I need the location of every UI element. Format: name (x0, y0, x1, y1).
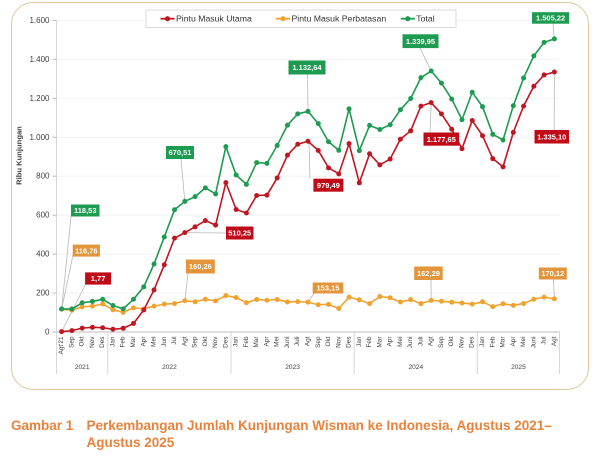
svg-text:Mei: Mei (397, 337, 404, 347)
svg-text:Juni: Juni (284, 337, 291, 349)
svg-text:Juli: Juli (294, 337, 301, 347)
svg-text:Jan: Jan (233, 336, 240, 347)
svg-text:200: 200 (36, 289, 50, 298)
svg-text:Feb: Feb (243, 336, 250, 347)
svg-text:1.132,64: 1.132,64 (292, 63, 322, 72)
svg-text:Agt: Agt (428, 336, 435, 346)
svg-text:Mar: Mar (500, 336, 507, 348)
svg-text:Agt: Agt (551, 336, 558, 346)
svg-text:Nov: Nov (89, 336, 96, 348)
svg-text:Mei: Mei (151, 337, 158, 347)
svg-text:800: 800 (36, 172, 50, 181)
svg-text:Jul: Jul (171, 337, 178, 345)
svg-text:1.505,22: 1.505,22 (536, 14, 565, 23)
svg-text:Pintu Masuk Perbatasan: Pintu Masuk Perbatasan (292, 14, 387, 24)
svg-text:Jul: Jul (541, 337, 548, 345)
svg-text:979,49: 979,49 (317, 181, 340, 190)
svg-text:510,25: 510,25 (228, 229, 251, 238)
svg-text:2022: 2022 (162, 364, 177, 371)
svg-text:Juni: Juni (530, 337, 537, 349)
svg-text:600: 600 (36, 211, 50, 220)
svg-text:Des: Des (222, 337, 229, 348)
svg-text:Sep: Sep (438, 336, 445, 348)
svg-text:Jun: Jun (161, 336, 168, 347)
svg-text:2024: 2024 (408, 364, 423, 371)
svg-text:400: 400 (36, 250, 50, 259)
svg-text:Okt: Okt (79, 336, 86, 346)
svg-text:Apr: Apr (140, 336, 147, 347)
svg-text:2021: 2021 (75, 364, 90, 371)
svg-text:0: 0 (45, 328, 50, 337)
svg-text:Okt: Okt (448, 336, 455, 346)
svg-text:Total: Total (416, 14, 434, 24)
svg-text:Jan: Jan (109, 336, 116, 347)
svg-text:1.335,10: 1.335,10 (537, 132, 566, 141)
svg-text:1.200: 1.200 (29, 94, 50, 103)
svg-text:Apr: Apr (387, 336, 394, 347)
svg-text:2025: 2025 (511, 364, 526, 371)
svg-text:Okt: Okt (325, 336, 332, 346)
svg-text:2023: 2023 (285, 364, 300, 371)
svg-text:Mar: Mar (376, 336, 383, 348)
svg-text:670,51: 670,51 (169, 148, 192, 157)
svg-text:Des: Des (469, 337, 476, 348)
svg-text:Jan: Jan (479, 336, 486, 347)
svg-text:Des: Des (99, 337, 106, 348)
svg-text:Mar: Mar (130, 336, 137, 348)
svg-text:Feb: Feb (120, 336, 127, 347)
svg-text:1.177,65: 1.177,65 (427, 135, 456, 144)
svg-text:162,29: 162,29 (417, 269, 440, 278)
svg-text:Apr: Apr (510, 336, 517, 347)
svg-text:Juli: Juli (417, 337, 424, 347)
svg-text:Apr: Apr (263, 336, 270, 347)
svg-text:Agt: Agt (305, 336, 312, 346)
svg-text:Nov: Nov (458, 336, 465, 348)
svg-text:Mei: Mei (274, 337, 281, 347)
svg-text:Juni: Juni (407, 337, 414, 349)
svg-text:Feb: Feb (366, 336, 373, 347)
svg-text:170,12: 170,12 (541, 269, 564, 278)
svg-text:Des: Des (346, 337, 353, 348)
svg-text:1.339,95: 1.339,95 (406, 37, 435, 46)
svg-text:Sep: Sep (192, 336, 199, 348)
svg-text:Nov: Nov (212, 336, 219, 348)
svg-text:Agt: Agt (181, 336, 188, 346)
svg-text:Feb: Feb (489, 336, 496, 347)
svg-text:Ribu Kunjungan: Ribu Kunjungan (15, 126, 24, 185)
svg-text:Okt: Okt (202, 336, 209, 346)
svg-text:Sep: Sep (315, 336, 322, 348)
svg-text:Nov: Nov (335, 336, 342, 348)
svg-text:Mei: Mei (520, 337, 527, 347)
svg-text:1.600: 1.600 (29, 16, 50, 25)
svg-text:Mar: Mar (253, 336, 260, 348)
svg-text:Jan: Jan (356, 336, 363, 347)
svg-text:153,15: 153,15 (317, 284, 340, 293)
svg-text:118,53: 118,53 (74, 206, 97, 215)
svg-text:1.400: 1.400 (29, 55, 50, 64)
svg-text:1,77: 1,77 (91, 274, 106, 283)
svg-text:1.000: 1.000 (29, 133, 50, 142)
svg-text:160,26: 160,26 (189, 262, 212, 271)
svg-text:Agt'21: Agt'21 (58, 336, 65, 354)
svg-text:Pintu Masuk Utama: Pintu Masuk Utama (176, 14, 252, 24)
svg-text:116,76: 116,76 (75, 246, 98, 255)
svg-text:Sep: Sep (68, 336, 75, 348)
